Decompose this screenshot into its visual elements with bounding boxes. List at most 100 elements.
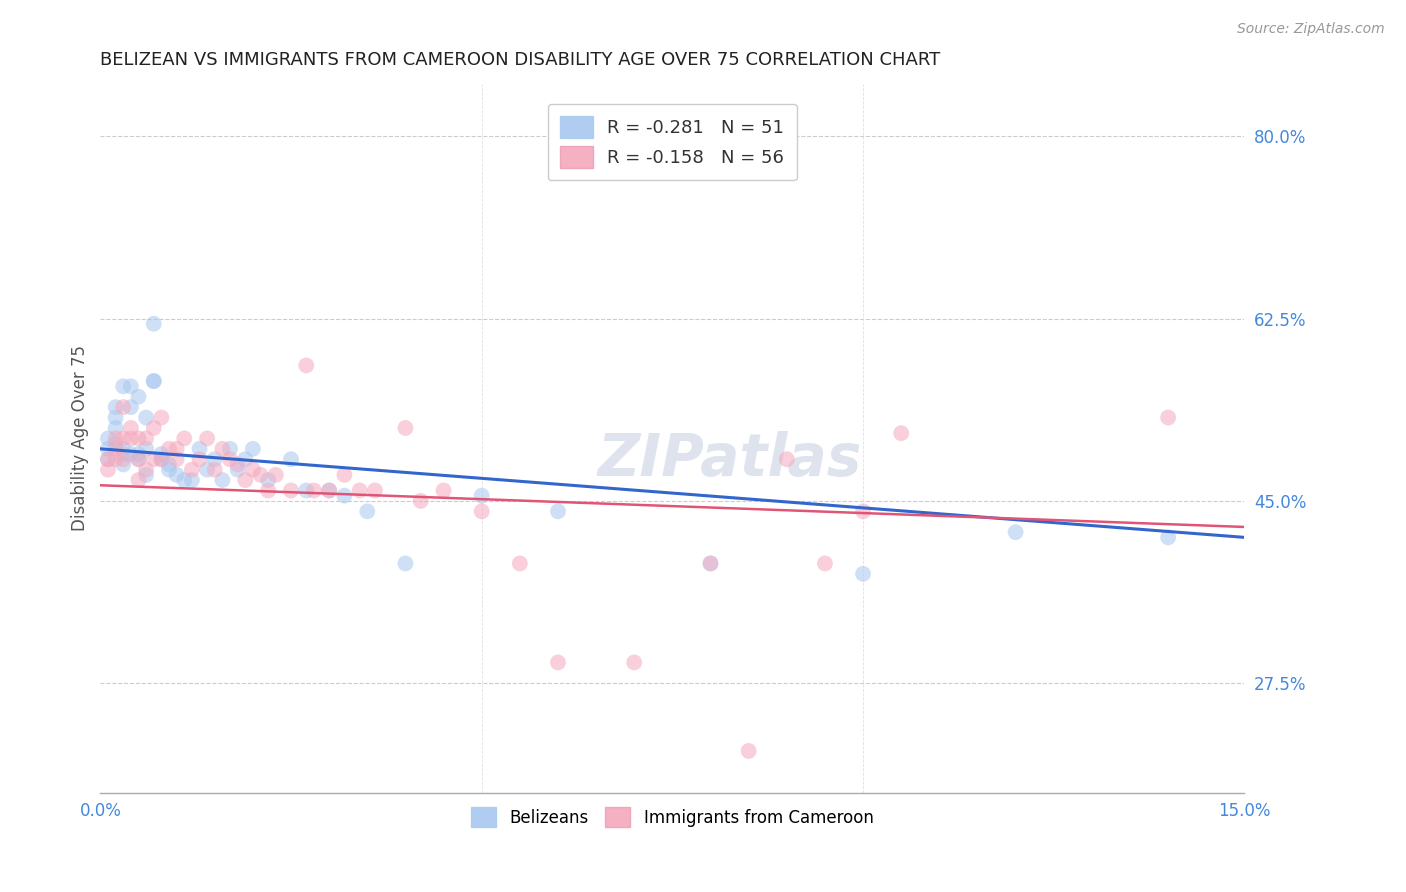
Point: [120, 421, 142, 435]
Point: [135, 431, 157, 445]
Point: [249, 467, 271, 482]
Point: [142, 374, 165, 388]
Text: Source: ZipAtlas.com: Source: ZipAtlas.com: [1237, 22, 1385, 37]
Point: [890, 426, 912, 441]
Text: BELIZEAN VS IMMIGRANTS FROM CAMEROON DISABILITY AGE OVER 75 CORRELATION CHART: BELIZEAN VS IMMIGRANTS FROM CAMEROON DIS…: [100, 51, 941, 69]
Point: [219, 442, 242, 456]
Point: [547, 656, 569, 670]
Point: [112, 379, 135, 393]
Point: [127, 452, 149, 467]
Point: [188, 452, 211, 467]
Point: [211, 473, 233, 487]
Point: [150, 447, 173, 461]
Point: [142, 421, 165, 435]
Point: [318, 483, 340, 498]
Point: [1157, 530, 1180, 544]
Point: [135, 442, 157, 456]
Point: [509, 557, 531, 571]
Point: [349, 483, 371, 498]
Point: [195, 431, 218, 445]
Point: [120, 431, 142, 445]
Point: [852, 504, 875, 518]
Point: [204, 452, 226, 467]
Point: [127, 431, 149, 445]
Point: [135, 463, 157, 477]
Point: [432, 483, 454, 498]
Point: [295, 359, 318, 373]
Point: [699, 557, 721, 571]
Point: [852, 566, 875, 581]
Point: [104, 410, 127, 425]
Point: [188, 442, 211, 456]
Point: [157, 458, 180, 472]
Point: [112, 452, 135, 467]
Point: [97, 442, 120, 456]
Point: [104, 452, 127, 467]
Point: [127, 447, 149, 461]
Point: [97, 452, 120, 467]
Point: [150, 410, 173, 425]
Point: [195, 463, 218, 477]
Point: [112, 400, 135, 414]
Point: [166, 452, 188, 467]
Point: [112, 458, 135, 472]
Point: [242, 442, 264, 456]
Point: [112, 447, 135, 461]
Point: [157, 442, 180, 456]
Point: [318, 483, 340, 498]
Point: [135, 467, 157, 482]
Point: [211, 442, 233, 456]
Point: [699, 557, 721, 571]
Point: [150, 452, 173, 467]
Point: [257, 473, 280, 487]
Point: [264, 467, 287, 482]
Point: [233, 473, 256, 487]
Y-axis label: Disability Age Over 75: Disability Age Over 75: [72, 345, 89, 532]
Point: [1004, 525, 1026, 540]
Point: [333, 467, 356, 482]
Point: [257, 483, 280, 498]
Point: [173, 473, 195, 487]
Point: [623, 656, 645, 670]
Point: [333, 489, 356, 503]
Point: [104, 442, 127, 456]
Point: [120, 379, 142, 393]
Point: [127, 452, 149, 467]
Point: [104, 400, 127, 414]
Point: [104, 431, 127, 445]
Point: [104, 421, 127, 435]
Point: [302, 483, 325, 498]
Point: [364, 483, 387, 498]
Point: [166, 467, 188, 482]
Point: [204, 463, 226, 477]
Point: [142, 317, 165, 331]
Point: [173, 431, 195, 445]
Point: [142, 374, 165, 388]
Point: [127, 473, 149, 487]
Point: [226, 463, 249, 477]
Point: [127, 390, 149, 404]
Point: [104, 436, 127, 450]
Point: [471, 504, 494, 518]
Point: [166, 442, 188, 456]
Point: [120, 400, 142, 414]
Point: [120, 447, 142, 461]
Point: [112, 442, 135, 456]
Point: [394, 421, 416, 435]
Point: [814, 557, 837, 571]
Point: [97, 452, 120, 467]
Point: [226, 458, 249, 472]
Text: ZIPatlas: ZIPatlas: [598, 431, 862, 488]
Point: [776, 452, 799, 467]
Point: [280, 452, 302, 467]
Point: [242, 463, 264, 477]
Point: [1157, 410, 1180, 425]
Point: [233, 452, 256, 467]
Point: [142, 452, 165, 467]
Point: [409, 494, 432, 508]
Legend: Belizeans, Immigrants from Cameroon: Belizeans, Immigrants from Cameroon: [464, 800, 880, 834]
Point: [180, 473, 202, 487]
Point: [150, 452, 173, 467]
Point: [547, 504, 569, 518]
Point: [112, 431, 135, 445]
